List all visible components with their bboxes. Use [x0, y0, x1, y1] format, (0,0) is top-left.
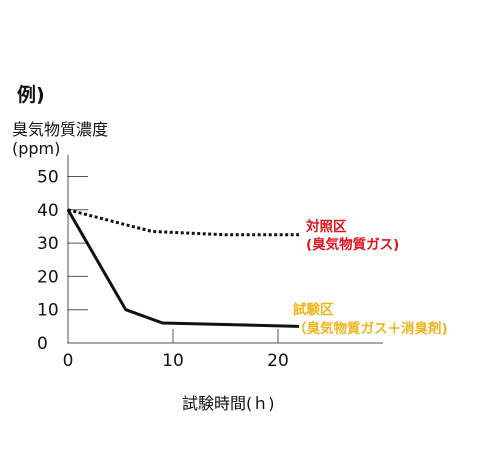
y-tick-label: 40: [37, 201, 59, 221]
y-tick-label: 10: [37, 301, 59, 321]
legend-test-description: （臭気物質ガス＋消臭剤): [293, 321, 448, 337]
x-tick-label: 20: [267, 351, 289, 371]
example-label: 例): [17, 84, 45, 106]
y-tick-label: 0: [37, 334, 48, 354]
y-axis-unit: (ppm): [12, 139, 61, 158]
legend-test-title: 試験区: [293, 302, 334, 318]
legend-control-title: 対照区: [306, 219, 347, 235]
legend-control-description: (臭気物質ガス): [306, 237, 400, 253]
y-tick-label: 50: [37, 168, 59, 188]
y-axis-label: 臭気物質濃度: [12, 120, 109, 139]
x-tick-label: 10: [162, 351, 184, 371]
series-test-line: [66, 209, 300, 328]
x-axis-label: 試験時間(ｈ): [182, 394, 275, 413]
y-tick-label: 30: [37, 234, 59, 254]
y-tick-label: 20: [37, 267, 59, 287]
series-control-line: [67, 208, 299, 237]
x-tick-label: 0: [63, 351, 74, 371]
